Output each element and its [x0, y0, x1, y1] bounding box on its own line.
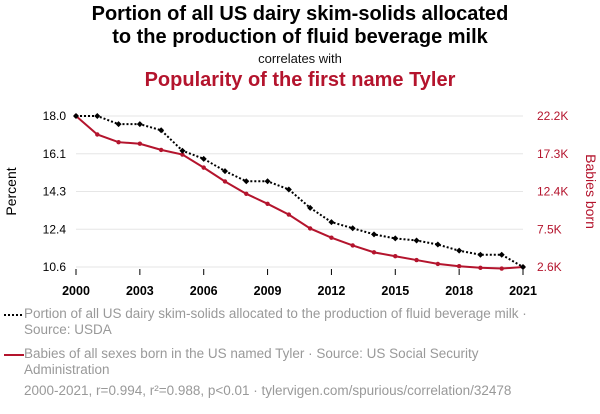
x-tick-label: 2015 — [381, 284, 409, 298]
data-point-dairy-skim-solids — [94, 113, 101, 119]
x-tick-label: 2009 — [254, 284, 282, 298]
data-point-babies-named-tyler — [307, 226, 313, 231]
y-right-tick-label: 7.5K — [537, 222, 562, 236]
data-point-dairy-skim-solids — [285, 186, 292, 193]
data-point-babies-named-tyler — [414, 257, 419, 263]
x-tick-label: 2012 — [318, 284, 346, 298]
data-point-babies-named-tyler — [371, 250, 377, 255]
data-point-dairy-skim-solids — [136, 121, 143, 128]
data-point-dairy-skim-solids — [328, 219, 335, 226]
title-line-1: Portion of all US dairy skim-solids allo… — [91, 3, 509, 25]
chart-title: Portion of all US dairy skim-solids allo… — [0, 3, 600, 49]
data-point-dairy-skim-solids — [413, 237, 420, 244]
data-point-dairy-skim-solids — [456, 247, 463, 254]
series-line-babies-named-tyler — [75, 115, 524, 270]
x-tick-label: 2021 — [509, 284, 537, 298]
data-point-babies-named-tyler — [116, 139, 121, 145]
data-point-dairy-skim-solids — [73, 113, 79, 119]
legend-label-series1: Portion of all US dairy skim-solids allo… — [24, 306, 527, 337]
data-point-babies-named-tyler — [222, 179, 228, 184]
data-point-babies-named-tyler — [478, 265, 483, 270]
y-left-tick-label: 14.3 — [43, 185, 67, 199]
data-point-dairy-skim-solids — [115, 121, 122, 128]
data-point-dairy-skim-solids — [434, 241, 441, 248]
x-tick-label: 2006 — [190, 284, 218, 298]
data-point-babies-named-tyler — [329, 235, 334, 240]
legend-swatch-series1 — [4, 314, 24, 316]
data-point-dairy-skim-solids — [520, 264, 526, 270]
chart-subtitle: correlates with — [258, 51, 342, 66]
y-right-tick-label: 17.3K — [537, 147, 568, 161]
data-point-babies-named-tyler — [201, 165, 206, 170]
data-point-babies-named-tyler — [137, 141, 143, 146]
y-left-axis-label: Percent — [3, 167, 19, 215]
data-point-babies-named-tyler — [180, 152, 185, 157]
data-point-dairy-skim-solids — [498, 251, 505, 258]
y-right-tick-label: 12.4K — [537, 185, 568, 199]
data-point-dairy-skim-solids — [307, 204, 314, 211]
x-tick-label: 2018 — [445, 284, 473, 298]
data-point-dairy-skim-solids — [222, 168, 228, 175]
chart-title-secondary: Popularity of the first name Tyler — [144, 69, 456, 91]
data-point-babies-named-tyler — [244, 191, 249, 197]
data-point-dairy-skim-solids — [349, 225, 356, 232]
data-point-dairy-skim-solids — [158, 127, 165, 134]
data-point-babies-named-tyler — [435, 261, 441, 267]
y-right-axis-label: Babies born — [583, 154, 599, 229]
data-point-babies-named-tyler — [265, 201, 270, 207]
x-tick-label: 2000 — [62, 284, 90, 298]
y-right-tick-label: 2.6K — [537, 260, 562, 274]
data-point-babies-named-tyler — [95, 132, 100, 137]
y-left-tick-label: 12.4 — [43, 222, 67, 236]
data-point-dairy-skim-solids — [243, 178, 250, 185]
legend-item-series2: Babies of all sexes born in the US named… — [4, 346, 564, 378]
chart-footer: 2000-2021, r=0.994, r²=0.988, p<0.01 · t… — [24, 383, 512, 398]
data-point-babies-named-tyler — [393, 254, 398, 259]
data-point-dairy-skim-solids — [200, 155, 207, 162]
y-left-tick-label: 18.0 — [43, 109, 67, 123]
legend-swatch-series2 — [4, 354, 24, 356]
data-point-babies-named-tyler — [158, 147, 164, 153]
data-point-babies-named-tyler — [286, 212, 292, 217]
data-point-babies-named-tyler — [350, 243, 355, 248]
data-point-dairy-skim-solids — [477, 251, 484, 258]
x-tick-label: 2003 — [126, 284, 154, 298]
y-left-tick-label: 16.1 — [43, 147, 67, 161]
data-point-dairy-skim-solids — [179, 147, 186, 154]
title-line-2: to the production of fluid beverage milk — [112, 26, 488, 48]
data-point-babies-named-tyler — [499, 266, 504, 271]
data-point-dairy-skim-solids — [371, 231, 377, 238]
data-point-dairy-skim-solids — [392, 235, 399, 242]
data-point-dairy-skim-solids — [264, 178, 271, 185]
series-line-dairy-skim-solids — [76, 115, 524, 268]
y-left-tick-label: 10.6 — [43, 260, 67, 274]
data-point-babies-named-tyler — [456, 264, 462, 269]
legend-label-series2: Babies of all sexes born in the US named… — [24, 346, 479, 377]
y-right-tick-label: 22.2K — [537, 109, 568, 123]
legend-item-series1: Portion of all US dairy skim-solids allo… — [4, 306, 564, 338]
